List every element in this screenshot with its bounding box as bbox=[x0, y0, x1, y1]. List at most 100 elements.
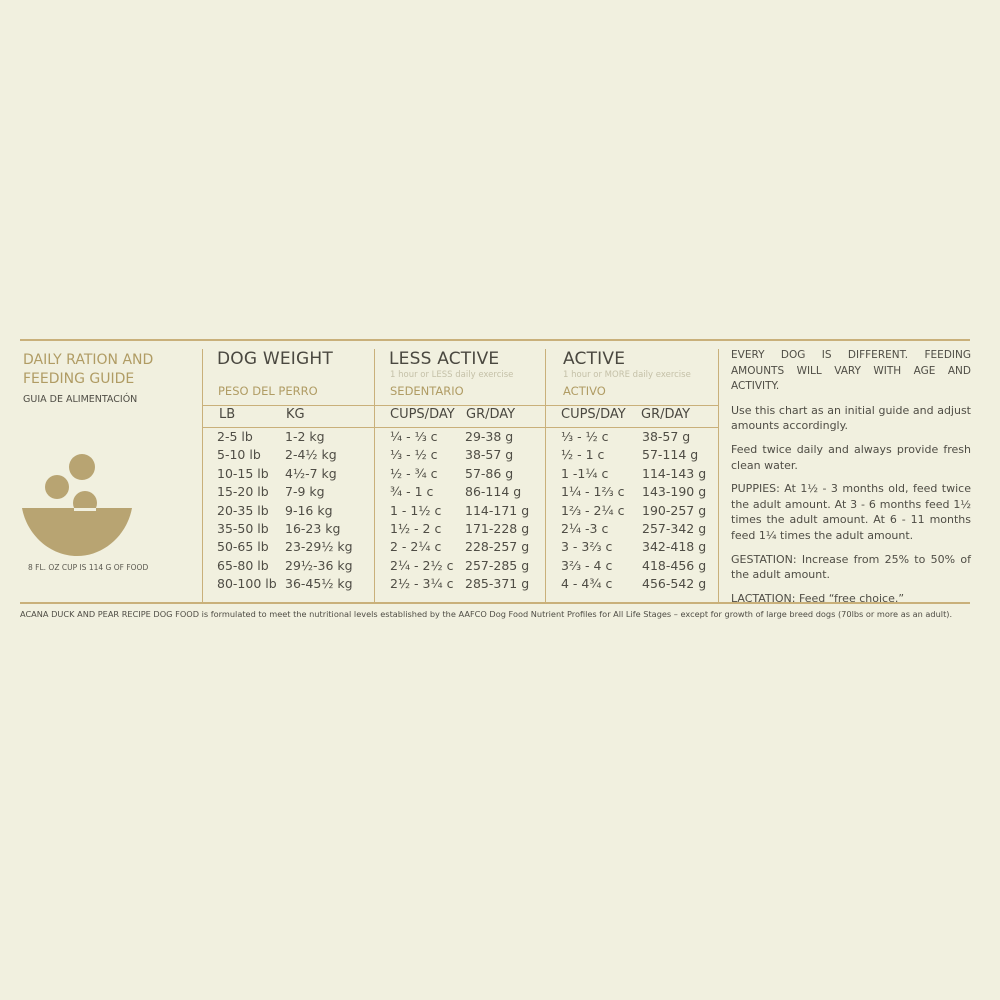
active-cups-cell: 2¼ -3 c bbox=[561, 521, 609, 536]
less-active-gr-cell: 257-285 g bbox=[465, 557, 530, 573]
less-active-gr-cell: 86-114 g bbox=[465, 484, 522, 500]
active-gr-cell: 190-257 g bbox=[642, 502, 707, 518]
note-gestation: GESTATION: Increase from 25% to 50% of t… bbox=[731, 552, 971, 582]
active-gr-cell: 257-342 g bbox=[642, 521, 707, 536]
subheader-underline bbox=[203, 427, 718, 428]
bottom-rule bbox=[20, 602, 970, 604]
active-cups-cell: ⅓ - ½ c bbox=[561, 429, 609, 444]
dog-weight-title: DOG WEIGHT bbox=[217, 349, 333, 369]
kibble-2 bbox=[45, 475, 69, 499]
active-cups-cell: 1¼ - 1⅔ c bbox=[561, 484, 625, 500]
note-feed-twice: Feed twice daily and always provide fres… bbox=[731, 442, 971, 472]
active-title: ACTIVE bbox=[563, 349, 626, 369]
less-active-spanish: SEDENTARIO bbox=[390, 384, 464, 398]
note-puppies: PUPPIES: At 1½ - 3 months old, feed twic… bbox=[731, 482, 971, 542]
kg-cell: 9-16 kg bbox=[285, 502, 333, 518]
divider-4 bbox=[718, 349, 719, 604]
active-cups-cell: 3⅔ - 4 c bbox=[561, 557, 613, 573]
table-row: 20-35 lb 9-16 kg 1 - 1½ c 114-171 g 1⅔ - 2¼ … bbox=[0, 503, 720, 521]
lb-cell: 2-5 lb bbox=[217, 429, 253, 444]
less-active-cups-cell: 2 - 2¼ c bbox=[390, 539, 442, 555]
active-cups-header: CUPS/DAY bbox=[561, 407, 626, 422]
active-gr-cell: 57-114 g bbox=[642, 447, 699, 463]
cup-note: 8 FL. OZ CUP IS 114 G OF FOOD bbox=[28, 563, 149, 572]
less-active-gr-cell: 171-228 g bbox=[465, 521, 530, 536]
lb-cell: 5-10 lb bbox=[217, 447, 261, 463]
less-active-gr-cell: 38-57 g bbox=[465, 447, 514, 463]
table-row: 2-5 lb 1-2 kg ¼ - ⅓ c 29-38 g ⅓ - ½ c 38-57 g bbox=[0, 429, 720, 447]
active-spanish: ACTIVO bbox=[563, 384, 606, 398]
less-active-cups-cell: ⅓ - ½ c bbox=[390, 447, 438, 463]
kg-cell: 23-29½ kg bbox=[285, 539, 353, 555]
active-cups-cell: 4 - 4¾ c bbox=[561, 576, 613, 592]
divider-2 bbox=[374, 349, 375, 604]
active-cups-cell: 1⅔ - 2¼ c bbox=[561, 502, 625, 518]
note-every-dog: EVERY DOG IS DIFFERENT. FEEDING AMOUNTS … bbox=[731, 349, 971, 393]
guide-subtitle: GUIA DE ALIMENTACIÓN bbox=[23, 394, 138, 405]
kg-cell: 4½-7 kg bbox=[285, 465, 337, 481]
active-gr-cell: 418-456 g bbox=[642, 557, 707, 573]
active-gr-cell: 38-57 g bbox=[642, 429, 691, 444]
lb-cell: 10-15 lb bbox=[217, 465, 269, 481]
top-rule bbox=[20, 339, 970, 341]
kg-cell: 2-4½ kg bbox=[285, 447, 337, 463]
less-active-gr-cell: 228-257 g bbox=[465, 539, 530, 555]
active-gr-cell: 114-143 g bbox=[642, 465, 707, 481]
feeding-notes: EVERY DOG IS DIFFERENT. FEEDING AMOUNTS … bbox=[731, 348, 971, 614]
less-active-gr-cell: 57-86 g bbox=[465, 465, 514, 481]
guide-title: DAILY RATION AND FEEDING GUIDE bbox=[23, 352, 154, 387]
less-active-cups-cell: 1 - 1½ c bbox=[390, 502, 442, 518]
less-active-cups-header: CUPS/DAY bbox=[390, 407, 455, 422]
active-gr-cell: 342-418 g bbox=[642, 539, 707, 555]
kibble-1 bbox=[69, 454, 95, 480]
table-row: 10-15 lb 4½-7 kg ½ - ¾ c 57-86 g 1 -1¼ c 114-… bbox=[0, 466, 720, 484]
table-row: 35-50 lb 16-23 kg 1½ - 2 c 171-228 g 2¼ -3 c… bbox=[0, 521, 720, 539]
less-active-cups-cell: 2½ - 3¼ c bbox=[390, 576, 454, 592]
lb-cell: 20-35 lb bbox=[217, 502, 269, 518]
food-bowl-icon bbox=[22, 454, 132, 556]
less-active-note: 1 hour or LESS daily exercise bbox=[390, 370, 514, 380]
less-active-gr-cell: 29-38 g bbox=[465, 429, 514, 444]
lb-cell: 15-20 lb bbox=[217, 484, 269, 500]
less-active-gr-cell: 285-371 g bbox=[465, 576, 530, 592]
less-active-gr-header: GR/DAY bbox=[466, 407, 516, 422]
note-lactation: LACTATION: Feed “free choice.” bbox=[731, 591, 905, 605]
lb-cell: 65-80 lb bbox=[217, 557, 269, 573]
less-active-cups-cell: ½ - ¾ c bbox=[390, 465, 438, 481]
aafco-footnote: ACANA DUCK AND PEAR RECIPE DOG FOOD is f… bbox=[20, 609, 953, 619]
active-cups-cell: 3 - 3⅔ c bbox=[561, 539, 613, 555]
kg-cell: 16-23 kg bbox=[285, 521, 341, 536]
table-row: 65-80 lb 29½-36 kg 2¼ - 2½ c 257-285 g 3⅔ - … bbox=[0, 558, 720, 576]
kg-cell: 7-9 kg bbox=[285, 484, 325, 500]
lb-cell: 35-50 lb bbox=[217, 521, 269, 536]
less-active-title: LESS ACTIVE bbox=[389, 349, 500, 369]
kg-header: KG bbox=[286, 407, 305, 422]
table-row: 5-10 lb 2-4½ kg ⅓ - ½ c 38-57 g ½ - 1 c 57-11… bbox=[0, 447, 720, 465]
less-active-cups-cell: 1½ - 2 c bbox=[390, 521, 442, 536]
dog-weight-spanish: PESO DEL PERRO bbox=[218, 384, 318, 398]
less-active-gr-cell: 114-171 g bbox=[465, 502, 530, 518]
lb-header: LB bbox=[219, 407, 236, 422]
active-gr-cell: 143-190 g bbox=[642, 484, 707, 500]
kg-cell: 36-45½ kg bbox=[285, 576, 353, 592]
active-gr-cell: 456-542 g bbox=[642, 576, 707, 592]
less-active-cups-cell: ¼ - ⅓ c bbox=[390, 429, 438, 444]
divider-3 bbox=[545, 349, 546, 604]
kg-cell: 1-2 kg bbox=[285, 429, 325, 444]
table-row: 80-100 lb 36-45½ kg 2½ - 3¼ c 285-371 g 4 - … bbox=[0, 576, 720, 594]
active-cups-cell: ½ - 1 c bbox=[561, 447, 605, 463]
lb-cell: 80-100 lb bbox=[217, 576, 277, 592]
active-note: 1 hour or MORE daily exercise bbox=[563, 370, 691, 380]
note-initial-guide: Use this chart as an initial guide and a… bbox=[731, 403, 971, 433]
table-row: 15-20 lb 7-9 kg ¾ - 1 c 86-114 g 1¼ - 1⅔ c 14… bbox=[0, 484, 720, 502]
divider-1 bbox=[202, 349, 203, 604]
kg-cell: 29½-36 kg bbox=[285, 557, 353, 573]
active-gr-header: GR/DAY bbox=[641, 407, 691, 422]
table-row: 50-65 lb 23-29½ kg 2 - 2¼ c 228-257 g 3 - 3⅔… bbox=[0, 539, 720, 557]
active-cups-cell: 1 -1¼ c bbox=[561, 465, 609, 481]
less-active-cups-cell: ¾ - 1 c bbox=[390, 484, 434, 500]
lb-cell: 50-65 lb bbox=[217, 539, 269, 555]
bowl bbox=[22, 508, 132, 556]
less-active-cups-cell: 2¼ - 2½ c bbox=[390, 557, 454, 573]
header-underline bbox=[203, 405, 718, 406]
